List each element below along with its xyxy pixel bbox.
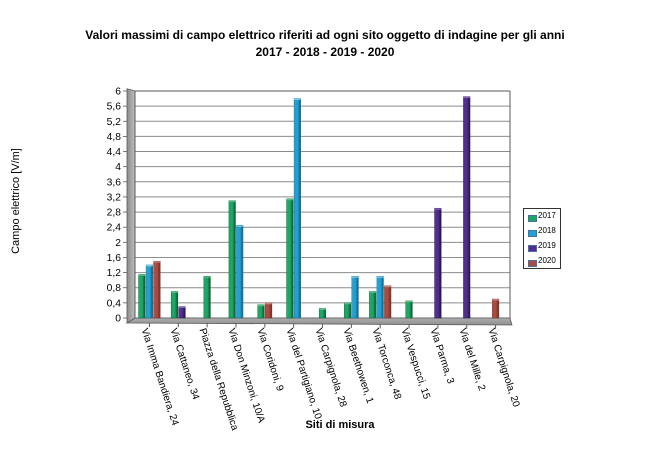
svg-text:5,2: 5,2 (107, 117, 122, 128)
svg-text:4,4: 4,4 (107, 147, 122, 158)
svg-text:4: 4 (115, 162, 121, 173)
svg-text:3,6: 3,6 (107, 177, 122, 188)
svg-text:2: 2 (115, 238, 121, 249)
svg-text:0: 0 (115, 314, 121, 325)
svg-text:1,6: 1,6 (107, 253, 122, 264)
svg-text:0,4: 0,4 (107, 298, 122, 309)
svg-text:3,2: 3,2 (107, 192, 122, 203)
svg-text:2,4: 2,4 (107, 223, 122, 234)
svg-text:2,8: 2,8 (107, 208, 122, 219)
svg-text:6: 6 (115, 87, 121, 98)
svg-text:1,2: 1,2 (107, 268, 122, 279)
svg-text:5,6: 5,6 (107, 102, 122, 113)
svg-text:4,8: 4,8 (107, 132, 122, 143)
svg-text:0,8: 0,8 (107, 283, 122, 294)
